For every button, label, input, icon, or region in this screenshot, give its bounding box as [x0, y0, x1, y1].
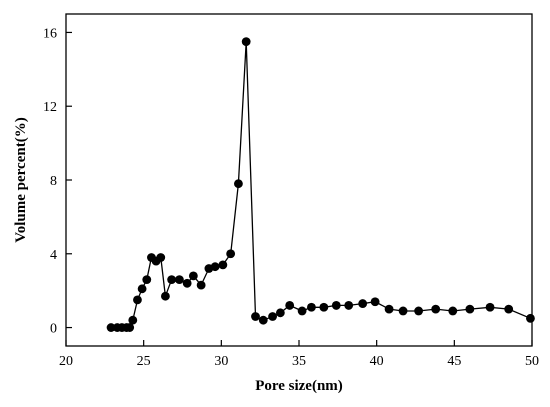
data-point: [133, 295, 142, 305]
x-tick-label: 25: [137, 354, 151, 369]
data-point: [319, 302, 329, 312]
data-point: [196, 280, 206, 290]
data-point: [370, 297, 380, 307]
y-tick-label: 8: [50, 174, 57, 189]
data-point: [106, 323, 116, 332]
data-point: [526, 313, 535, 323]
x-tick-label: 35: [292, 354, 306, 369]
y-tick-label: 0: [50, 322, 57, 337]
data-point: [167, 275, 177, 284]
data-point: [485, 302, 495, 312]
x-tick-label: 20: [59, 354, 73, 369]
data-point: [431, 304, 441, 314]
x-tick-label: 30: [214, 354, 228, 369]
data-point: [210, 262, 220, 272]
data-point: [218, 260, 228, 270]
data-point: [161, 291, 170, 301]
y-tick-label: 12: [43, 100, 57, 115]
data-point: [297, 306, 307, 316]
y-tick-label: 16: [43, 26, 57, 41]
x-axis-title: Pore size(nm): [255, 378, 343, 394]
data-point: [128, 315, 138, 325]
data-point: [448, 306, 458, 316]
data-point: [156, 253, 166, 262]
data-point: [384, 304, 394, 314]
data-point: [398, 306, 408, 316]
data-point: [331, 301, 341, 310]
data-point: [142, 275, 152, 284]
data-point: [125, 323, 135, 332]
x-tick-label: 45: [447, 354, 461, 369]
data-point: [258, 315, 268, 325]
data-point: [226, 249, 236, 259]
data-point: [307, 302, 316, 312]
x-axis: 20 25 30 35 40 45 50: [59, 340, 539, 369]
data-point: [414, 306, 424, 316]
data-point: [344, 301, 354, 310]
data-point: [504, 304, 514, 314]
x-tick-label: 40: [370, 354, 384, 369]
data-point: [465, 304, 475, 314]
data-point: [182, 278, 192, 288]
data-point: [188, 271, 198, 281]
x-tick-label: 50: [525, 354, 539, 369]
data-point: [275, 308, 285, 318]
data-point: [285, 301, 295, 310]
data-points: [106, 37, 535, 332]
data-point: [234, 179, 243, 189]
data-point: [241, 37, 251, 47]
y-axis: 0 4 8 12 16: [43, 26, 72, 337]
y-tick-label: 4: [50, 248, 57, 263]
series-line: [111, 41, 531, 329]
data-point: [358, 299, 368, 308]
data-point: [137, 284, 147, 294]
data-point: [174, 275, 184, 284]
data-point: [251, 312, 260, 321]
y-axis-title: Volume percent(%): [13, 117, 29, 242]
data-point: [268, 312, 277, 321]
